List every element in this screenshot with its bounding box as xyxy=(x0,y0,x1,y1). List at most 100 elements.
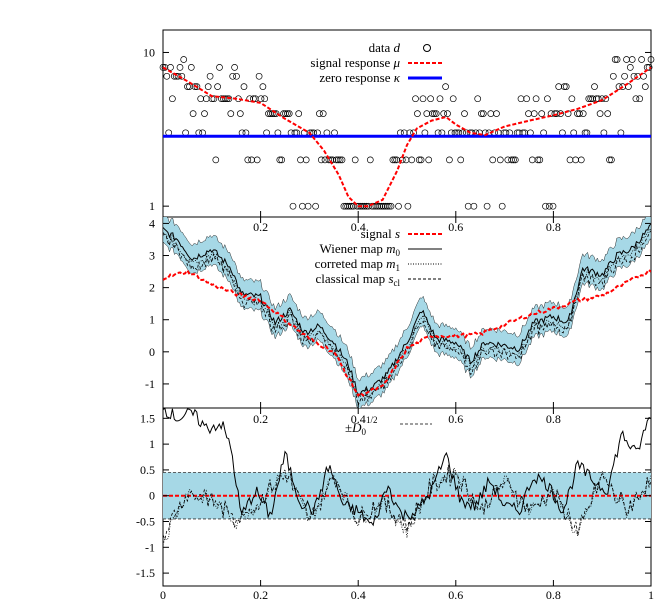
data-point xyxy=(479,110,487,117)
data-point xyxy=(389,156,397,164)
svg-text:classical map scl: classical map scl xyxy=(316,271,401,288)
data-point xyxy=(640,72,647,80)
data-point xyxy=(577,156,585,164)
data-point xyxy=(414,110,421,117)
data-point xyxy=(180,56,188,63)
legend-data-symbol: d xyxy=(394,40,401,55)
data-point xyxy=(257,95,265,103)
data-point xyxy=(517,95,525,103)
data-point xyxy=(193,83,201,90)
data-point xyxy=(621,72,628,80)
data-point xyxy=(387,202,395,210)
data-point xyxy=(636,95,644,103)
data-point xyxy=(609,72,617,80)
data-point xyxy=(538,110,546,117)
data-point xyxy=(432,110,440,117)
data-point xyxy=(470,202,478,210)
data-point xyxy=(511,156,519,164)
middle-legend: signal s Wiener map m0 correted map m1 c… xyxy=(315,226,442,288)
data-point xyxy=(576,110,583,117)
data-point xyxy=(461,110,468,117)
legend-signal-label: signal xyxy=(361,226,392,241)
data-point xyxy=(429,110,436,117)
x-tick-label: 0.6 xyxy=(448,412,463,426)
data-point xyxy=(272,110,280,117)
data-point xyxy=(351,156,359,164)
legend-corrected-label: correted map xyxy=(315,256,383,271)
data-point xyxy=(385,202,393,210)
x-tick-label: 0.2 xyxy=(253,412,268,426)
data-point xyxy=(212,156,220,164)
legend-signal-symbol: s xyxy=(395,226,400,241)
y-tick-label: -0.5 xyxy=(136,515,155,529)
data-point xyxy=(427,95,434,103)
data-point xyxy=(276,156,284,164)
data-point xyxy=(187,64,195,71)
data-point xyxy=(233,72,240,80)
middle-panel: -1 0 1 2 3 4 0.2 0.4 0.6 0.8 xyxy=(145,216,651,426)
y-tick-label: 1.5 xyxy=(140,411,155,425)
legend-zero-response-symbol: κ xyxy=(394,70,401,85)
data-point xyxy=(457,156,465,164)
data-point xyxy=(280,110,287,117)
data-point xyxy=(478,110,485,117)
data-point xyxy=(259,83,267,90)
data-point xyxy=(246,95,254,103)
data-point xyxy=(204,83,212,90)
data-point xyxy=(625,83,632,90)
data-point xyxy=(613,56,621,63)
data-point xyxy=(216,64,223,71)
data-point xyxy=(316,110,323,117)
legend-data-label: data xyxy=(369,40,391,55)
y-tick-label: 2 xyxy=(149,281,155,295)
data-point xyxy=(210,95,218,103)
data-point xyxy=(536,156,544,164)
svg-text:zero response κ: zero response κ xyxy=(319,70,400,85)
data-point xyxy=(285,110,293,117)
legend-d-sub: 0 xyxy=(362,427,367,437)
data-point xyxy=(363,202,370,210)
legend-wiener-sub: 0 xyxy=(396,248,401,258)
data-point xyxy=(412,95,419,103)
x-tick-label: 0 xyxy=(160,588,166,601)
data-point xyxy=(302,156,310,164)
wiener-map-line xyxy=(163,223,651,397)
data-point xyxy=(174,72,182,80)
wiener-uncertainty-band xyxy=(163,217,651,408)
svg-text:signal s: signal s xyxy=(361,226,400,241)
data-point xyxy=(419,95,427,103)
data-point xyxy=(508,156,515,164)
data-point xyxy=(342,202,350,210)
data-point xyxy=(374,202,382,210)
data-point xyxy=(568,95,576,103)
legend-signal-response-label: signal response xyxy=(310,55,390,70)
legend-wiener-symbol: m xyxy=(386,241,395,256)
data-point xyxy=(159,64,167,71)
data-point xyxy=(444,110,451,117)
data-point xyxy=(545,202,553,210)
data-point xyxy=(169,95,176,103)
x-tick-label: 0.2 xyxy=(253,588,268,601)
data-point xyxy=(557,110,564,117)
data-point xyxy=(289,202,297,210)
legend-circle-marker xyxy=(423,44,431,52)
data-point xyxy=(641,83,649,90)
y-tick-label: 0.5 xyxy=(140,463,155,477)
bottom-legend: ±D0 1/2 xyxy=(345,415,432,437)
data-point xyxy=(523,95,530,103)
bottom-plot-area xyxy=(163,408,651,546)
svg-text:correted map m1: correted map m1 xyxy=(315,256,400,273)
x-tick-label: 0.4 xyxy=(351,412,366,426)
x-tick-label: 0.2 xyxy=(253,220,268,234)
middle-plot-area xyxy=(163,217,651,408)
data-point xyxy=(236,110,244,117)
x-tick-label: 0.8 xyxy=(546,588,561,601)
data-point xyxy=(227,110,235,117)
data-point xyxy=(542,202,549,210)
x-tick-label: 0.4 xyxy=(351,220,366,234)
data-point xyxy=(184,83,191,90)
data-point xyxy=(566,156,574,164)
data-point xyxy=(391,156,399,164)
top-panel: 1 10 0.2 0.4 0.6 0.8 xyxy=(143,45,655,234)
